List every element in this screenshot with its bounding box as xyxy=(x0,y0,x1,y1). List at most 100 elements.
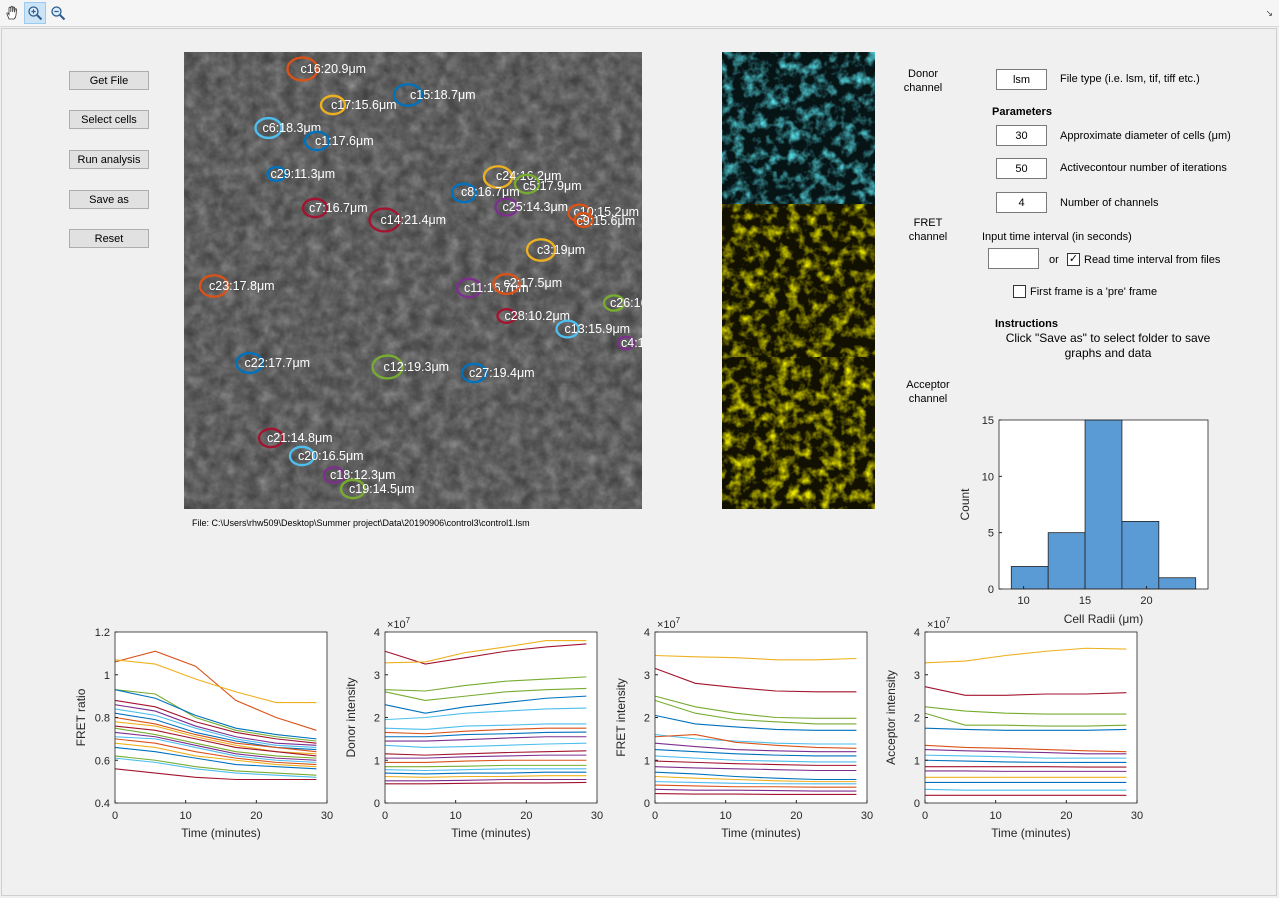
cell-outline[interactable]: c5:17.9μm xyxy=(513,173,582,195)
y-tick-label: 0 xyxy=(644,798,650,810)
reset-button[interactable]: Reset xyxy=(69,229,149,248)
cell-outline[interactable]: c26:16μm xyxy=(602,294,642,312)
series-line xyxy=(924,754,1127,759)
file-type-label: File type (i.e. lsm, tif, tiff etc.) xyxy=(1060,73,1200,85)
x-tick-label: 10 xyxy=(1017,595,1029,607)
series-line xyxy=(114,708,317,748)
y-exponent-label: ×107 xyxy=(657,616,681,631)
y-tick-label: 4 xyxy=(644,627,650,639)
cell-outline[interactable]: c2:17.5μm xyxy=(492,272,563,296)
histogram-bar xyxy=(1084,419,1123,590)
series-line xyxy=(114,755,317,776)
cell-label: c29:11.3μm xyxy=(271,167,336,181)
iterations-label: Activecontour number of iterations xyxy=(1060,162,1227,174)
y-tick-label: 1 xyxy=(104,670,110,682)
y-tick-label: 0 xyxy=(988,584,994,596)
cell-outline[interactable]: c4:15μm xyxy=(616,335,642,351)
series-line xyxy=(384,768,587,772)
cell-outline[interactable]: c21:14.8μm xyxy=(257,427,333,449)
series-line xyxy=(654,695,857,719)
cell-outline[interactable]: c15:18.7μm xyxy=(392,83,476,107)
cell-label: c6:18.3μm xyxy=(263,121,322,135)
donor-intensity-plot: 0 10 20 30 0 1 2 3 4 Time (minutes) Donor intensit… xyxy=(344,616,603,840)
cell-outline[interactable]: c23:17.8μm xyxy=(198,274,275,298)
cell-outline[interactable]: c12:19.3μm xyxy=(371,354,450,380)
series-line xyxy=(385,764,587,768)
cell-outline[interactable]: c9:15.6μm xyxy=(573,211,636,229)
cell-outline[interactable]: c16:20.9μm xyxy=(286,56,367,82)
cell-outline[interactable]: c20:16.5μm xyxy=(288,445,364,467)
series-line xyxy=(654,793,857,795)
cell-outline[interactable]: c22:17.7μm xyxy=(235,351,311,375)
toolbar-expand-icon[interactable]: ↘ xyxy=(1265,8,1273,18)
x-tick-label: 20 xyxy=(520,810,532,822)
series-line xyxy=(384,687,587,701)
pre-frame-checkbox[interactable] xyxy=(1013,285,1026,298)
series-line xyxy=(654,788,857,792)
cell-outline[interactable]: c27:19.4μm xyxy=(460,362,535,384)
cell-outline[interactable]: c13:15.9μm xyxy=(555,319,631,339)
file-type-input[interactable]: lsm xyxy=(996,69,1047,90)
parameters-heading: Parameters xyxy=(992,106,1052,118)
series-line xyxy=(654,755,857,763)
y-axis-label: Donor intensity xyxy=(344,677,358,757)
y-exponent-label: ×107 xyxy=(387,616,411,631)
cell-outline[interactable]: c18:12.3μm xyxy=(322,466,396,484)
series-line xyxy=(654,766,857,772)
microscope-image[interactable]: c16:20.9μm c17:15.6μm c15:18.7μm c6:18.3μm c… xyxy=(184,52,642,509)
cell-outline[interactable]: c25:14.3μm xyxy=(494,197,569,217)
cell-label: c13:15.9μm xyxy=(565,322,631,336)
cell-outline[interactable]: c19:14.5μm xyxy=(339,478,415,500)
cell-outline[interactable]: c7:16.7μm xyxy=(301,197,368,219)
series-line xyxy=(384,775,587,778)
read-interval-checkbox[interactable]: ✓ xyxy=(1067,253,1080,266)
series-line xyxy=(654,654,857,661)
cell-outline[interactable]: c6:18.3μm xyxy=(254,116,322,140)
time-interval-input[interactable] xyxy=(988,248,1039,269)
save-as-button[interactable]: Save as xyxy=(69,190,149,209)
cell-contour xyxy=(616,335,636,351)
cell-label: c7:16.7μm xyxy=(309,201,368,215)
y-tick-label: 1.2 xyxy=(95,627,110,639)
cell-contour xyxy=(496,307,517,325)
y-tick-label: 2 xyxy=(914,713,920,725)
histogram-bar xyxy=(1010,566,1049,590)
channels-count-input[interactable]: 4 xyxy=(996,192,1047,213)
cell-outline[interactable]: c29:11.3μm xyxy=(266,165,336,183)
cell-label: c8:16.7μm xyxy=(461,185,520,199)
cell-outline[interactable]: c28:10.2μm xyxy=(496,307,571,325)
x-tick-label: 10 xyxy=(450,810,462,822)
cell-outline[interactable]: c8:16.7μm xyxy=(450,182,520,204)
series-line xyxy=(654,775,857,783)
series-line xyxy=(654,734,857,749)
y-tick-label: 10 xyxy=(982,471,994,483)
hand-pan-icon[interactable] xyxy=(1,2,23,24)
series-line xyxy=(654,742,857,753)
cell-outline[interactable]: c17:15.6μm xyxy=(319,94,397,116)
iterations-input[interactable]: 50 xyxy=(996,158,1047,179)
run-analysis-button[interactable]: Run analysis xyxy=(69,150,149,169)
cell-outline[interactable]: c14:21.4μm xyxy=(368,207,447,233)
interval-heading: Input time interval (in seconds) xyxy=(982,231,1132,243)
select-cells-button[interactable]: Select cells xyxy=(69,110,149,129)
cell-outline[interactable]: c1:17.6μm xyxy=(303,130,374,152)
series-line xyxy=(654,771,857,781)
cell-contour xyxy=(339,478,367,500)
zoom-out-icon[interactable] xyxy=(47,2,69,24)
series-line xyxy=(654,749,857,757)
fret-channel-image xyxy=(722,204,875,357)
cell-contour xyxy=(525,238,557,262)
diameter-input[interactable]: 30 xyxy=(996,125,1047,146)
cell-contour xyxy=(392,83,424,107)
cell-outline[interactable]: c3:19μm xyxy=(525,238,585,262)
series-line xyxy=(385,731,587,738)
series-line xyxy=(114,689,317,740)
plot-area xyxy=(925,632,1137,803)
series-line xyxy=(385,759,587,763)
donor-channel-label: Donor channel xyxy=(903,68,943,94)
y-tick-label: 1 xyxy=(914,755,920,767)
get-file-button[interactable]: Get File xyxy=(69,71,149,90)
fret-channel-label: FRET channel xyxy=(908,217,948,243)
cell-contour xyxy=(494,197,519,217)
zoom-in-icon[interactable] xyxy=(24,2,46,24)
